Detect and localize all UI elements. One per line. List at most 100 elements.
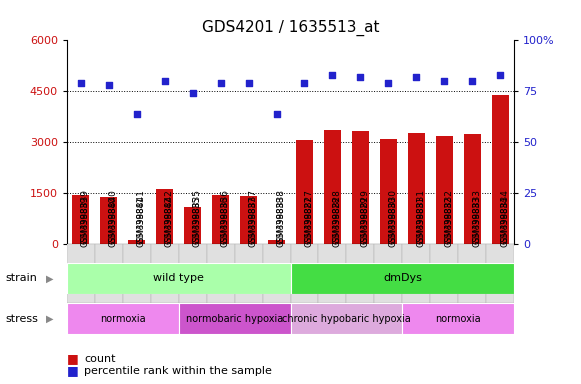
Point: [440, 78, 449, 84]
Bar: [207, 244, 235, 303]
Bar: [101, 197, 117, 244]
Text: ■: ■: [67, 353, 78, 366]
Bar: [486, 244, 514, 303]
Text: GSM398828: GSM398828: [332, 189, 342, 244]
Text: chronic hypobaric hypoxia: chronic hypobaric hypoxia: [282, 314, 411, 324]
Bar: [324, 130, 341, 244]
Text: GSM398841: GSM398841: [137, 189, 146, 244]
Text: ■: ■: [67, 364, 78, 377]
Text: GSM398835: GSM398835: [193, 196, 202, 247]
Text: ▶: ▶: [46, 273, 53, 283]
Point: [496, 72, 505, 78]
Text: ▶: ▶: [46, 314, 53, 324]
Text: count: count: [84, 354, 116, 364]
Bar: [374, 244, 403, 303]
Point: [76, 80, 85, 86]
Text: percentile rank within the sample: percentile rank within the sample: [84, 366, 272, 376]
Text: GSM398838: GSM398838: [277, 189, 285, 244]
Bar: [296, 141, 313, 244]
Bar: [268, 240, 285, 244]
Text: GSM398840: GSM398840: [109, 189, 118, 244]
Point: [160, 78, 169, 84]
Point: [244, 80, 253, 86]
Text: GSM398829: GSM398829: [360, 196, 370, 247]
Bar: [179, 303, 290, 334]
Text: GSM398842: GSM398842: [164, 189, 174, 244]
Text: GSM398831: GSM398831: [417, 189, 425, 244]
Text: GSM398834: GSM398834: [500, 189, 509, 244]
Bar: [408, 132, 425, 244]
Bar: [123, 244, 150, 303]
Point: [328, 72, 337, 78]
Text: GSM398830: GSM398830: [388, 196, 397, 247]
Text: dmDys: dmDys: [383, 273, 422, 283]
Bar: [128, 240, 145, 244]
Bar: [352, 131, 369, 244]
Bar: [458, 244, 486, 303]
Bar: [67, 263, 290, 294]
Text: GDS4201 / 1635513_at: GDS4201 / 1635513_at: [202, 20, 379, 36]
Bar: [431, 244, 458, 303]
Bar: [73, 195, 89, 244]
Bar: [318, 244, 346, 303]
Bar: [240, 196, 257, 244]
Text: stress: stress: [6, 314, 39, 324]
Text: GSM398832: GSM398832: [444, 189, 453, 244]
Text: GSM398829: GSM398829: [360, 189, 370, 244]
Text: GSM398836: GSM398836: [221, 189, 229, 244]
Point: [132, 111, 141, 117]
Text: normoxia: normoxia: [435, 314, 481, 324]
Text: GSM398835: GSM398835: [193, 189, 202, 244]
Bar: [346, 244, 374, 303]
Text: GSM398840: GSM398840: [109, 196, 118, 247]
Point: [468, 78, 477, 84]
Text: normobaric hypoxia: normobaric hypoxia: [186, 314, 283, 324]
Bar: [380, 139, 397, 244]
Bar: [436, 136, 453, 244]
Bar: [156, 189, 173, 244]
Text: GSM398834: GSM398834: [500, 196, 509, 247]
Point: [216, 80, 225, 86]
Bar: [290, 263, 514, 294]
Text: GSM398838: GSM398838: [277, 196, 285, 247]
Point: [412, 74, 421, 80]
Point: [300, 80, 309, 86]
Text: GSM398833: GSM398833: [472, 189, 481, 244]
Bar: [235, 244, 263, 303]
Text: GSM398833: GSM398833: [472, 196, 481, 247]
Text: GSM398839: GSM398839: [81, 189, 90, 244]
Bar: [492, 94, 508, 244]
Bar: [67, 244, 95, 303]
Text: strain: strain: [6, 273, 38, 283]
Bar: [179, 244, 207, 303]
Point: [272, 111, 281, 117]
Text: GSM398830: GSM398830: [388, 189, 397, 244]
Text: GSM398827: GSM398827: [304, 189, 314, 244]
Bar: [403, 303, 514, 334]
Text: GSM398828: GSM398828: [332, 196, 342, 247]
Point: [104, 82, 113, 88]
Point: [188, 90, 198, 96]
Text: GSM398827: GSM398827: [304, 196, 314, 247]
Text: GSM398837: GSM398837: [249, 196, 257, 247]
Text: GSM398836: GSM398836: [221, 196, 229, 247]
Bar: [184, 207, 201, 244]
Bar: [212, 195, 229, 244]
Text: GSM398837: GSM398837: [249, 189, 257, 244]
Bar: [67, 303, 179, 334]
Text: GSM398832: GSM398832: [444, 196, 453, 247]
Point: [383, 80, 393, 86]
Bar: [150, 244, 179, 303]
Point: [356, 74, 365, 80]
Bar: [263, 244, 290, 303]
Bar: [464, 134, 480, 244]
Text: GSM398841: GSM398841: [137, 196, 146, 247]
Text: GSM398831: GSM398831: [417, 196, 425, 247]
Bar: [290, 244, 318, 303]
Bar: [403, 244, 431, 303]
Bar: [95, 244, 123, 303]
Text: normoxia: normoxia: [100, 314, 146, 324]
Bar: [290, 303, 403, 334]
Text: GSM398842: GSM398842: [164, 196, 174, 247]
Text: GSM398839: GSM398839: [81, 196, 90, 247]
